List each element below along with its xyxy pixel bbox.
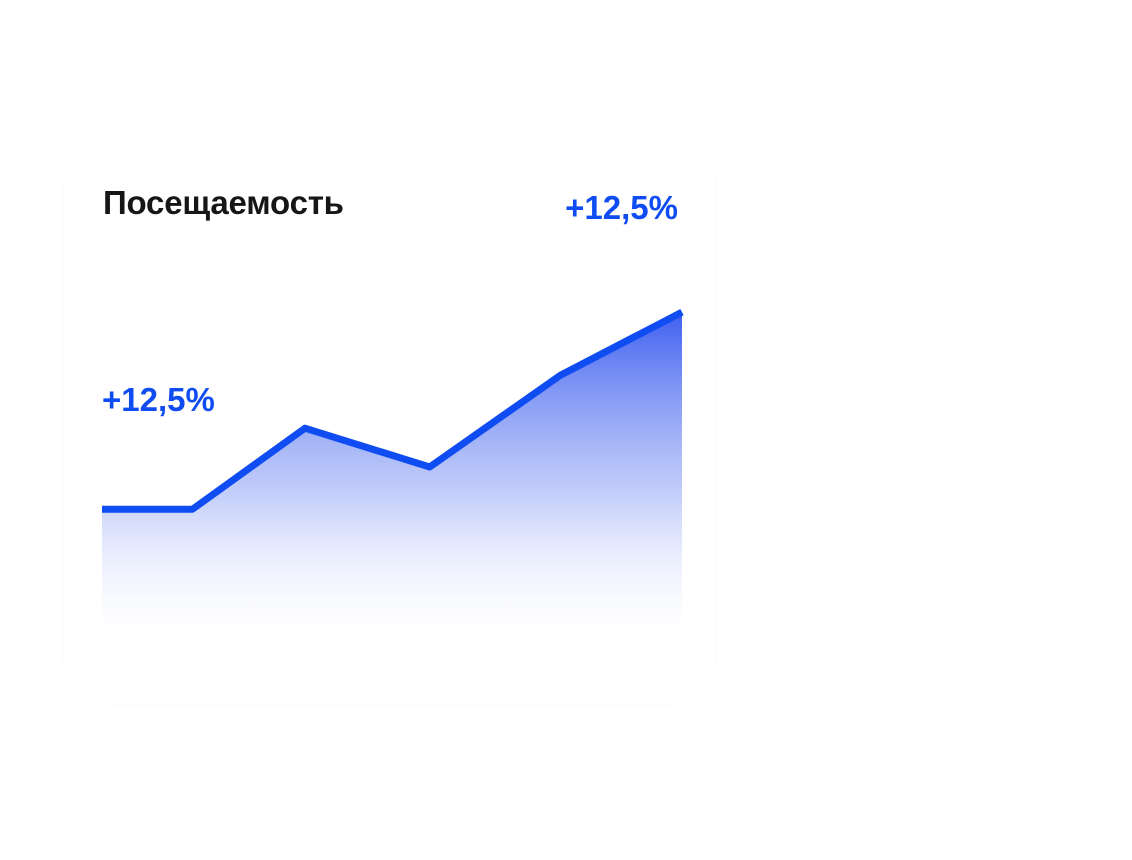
change-percent-label: +12,5% [102, 381, 215, 418]
chart-plot-area [102, 308, 684, 650]
attendance-area [102, 312, 682, 650]
attendance-line [102, 308, 684, 513]
card-title: Посещаемость [103, 184, 344, 221]
change-percent-top: +12,5% [565, 189, 678, 226]
